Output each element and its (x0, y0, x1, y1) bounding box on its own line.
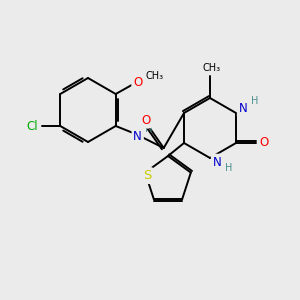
Text: CH₃: CH₃ (146, 71, 164, 81)
Text: CH₃: CH₃ (203, 63, 221, 73)
Text: O: O (260, 136, 268, 149)
Text: H: H (251, 96, 258, 106)
Text: H: H (225, 163, 232, 173)
Text: S: S (143, 169, 152, 182)
Text: N: N (133, 130, 142, 142)
Text: Cl: Cl (26, 119, 38, 133)
Text: N: N (238, 103, 247, 116)
Text: N: N (213, 155, 221, 169)
Text: O: O (141, 113, 150, 127)
Text: H: H (145, 124, 152, 134)
Text: O: O (133, 76, 142, 88)
